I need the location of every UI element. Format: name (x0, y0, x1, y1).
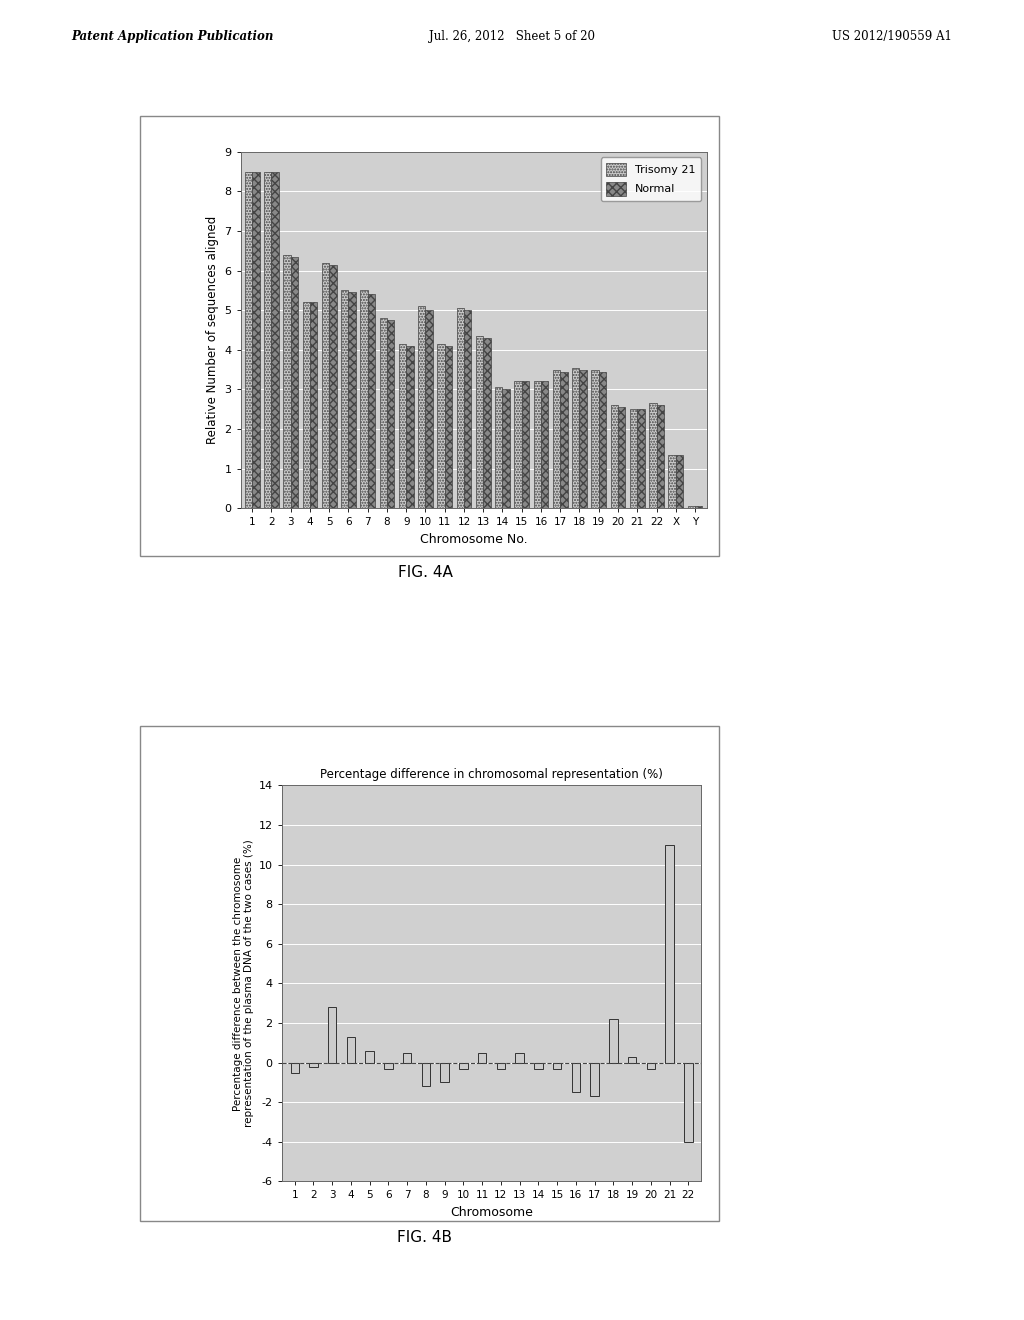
Bar (360, 290, 368, 508)
Bar (309, 1063, 317, 1067)
Bar (245, 172, 252, 508)
Bar (347, 1038, 355, 1063)
Bar (503, 389, 510, 508)
Bar (384, 1063, 392, 1069)
Bar (514, 381, 522, 508)
Text: FIG. 4A: FIG. 4A (397, 565, 453, 579)
Bar (291, 1063, 299, 1072)
Bar (387, 321, 394, 508)
Legend: Trisomy 21, Normal: Trisomy 21, Normal (600, 157, 701, 201)
Bar (252, 172, 259, 508)
Bar (444, 346, 452, 508)
Bar (649, 404, 656, 508)
Bar (618, 407, 626, 508)
Text: Patent Application Publication: Patent Application Publication (72, 30, 274, 44)
Bar (572, 367, 580, 508)
Bar (497, 1063, 505, 1069)
Bar (688, 507, 695, 508)
Bar (515, 1053, 524, 1063)
Bar (666, 845, 674, 1063)
Bar (591, 1063, 599, 1096)
Bar (599, 372, 606, 508)
Bar (483, 338, 490, 508)
Text: Jul. 26, 2012   Sheet 5 of 20: Jul. 26, 2012 Sheet 5 of 20 (429, 30, 595, 44)
Bar (571, 1063, 580, 1093)
Bar (422, 1063, 430, 1086)
Bar (440, 1063, 449, 1082)
Bar (322, 263, 329, 508)
Bar (656, 405, 664, 508)
Bar (476, 337, 483, 508)
Bar (553, 1063, 561, 1069)
Bar (328, 1007, 337, 1063)
Text: US 2012/190559 A1: US 2012/190559 A1 (833, 30, 952, 44)
Bar (534, 381, 541, 508)
Bar (403, 1053, 412, 1063)
Bar (459, 1063, 468, 1069)
Bar (329, 264, 337, 508)
Bar (630, 409, 637, 508)
Bar (418, 306, 425, 508)
Bar (684, 1063, 692, 1142)
Bar (610, 405, 618, 508)
Bar (341, 290, 348, 508)
Bar (592, 370, 599, 508)
Bar (522, 381, 529, 508)
Bar (464, 310, 471, 508)
Bar (478, 1053, 486, 1063)
Bar (310, 302, 317, 508)
Bar (637, 409, 644, 508)
Bar (457, 309, 464, 508)
Bar (264, 172, 271, 508)
Bar (541, 381, 548, 508)
Bar (695, 507, 702, 508)
Title: Percentage difference in chromosomal representation (%): Percentage difference in chromosomal rep… (321, 768, 663, 781)
Bar (628, 1056, 636, 1063)
Bar (407, 346, 414, 508)
Y-axis label: Percentage difference between the chromosome
representation of the plasma DNA of: Percentage difference between the chromo… (232, 840, 254, 1127)
Bar (646, 1063, 655, 1069)
Bar (676, 454, 683, 508)
Bar (425, 310, 433, 508)
Bar (553, 370, 560, 508)
Bar (291, 256, 298, 508)
Bar (496, 388, 503, 508)
Bar (609, 1019, 617, 1063)
Bar (535, 1063, 543, 1069)
Bar (271, 172, 279, 508)
Bar (368, 294, 375, 508)
Bar (437, 345, 444, 508)
Bar (284, 255, 291, 508)
Text: FIG. 4B: FIG. 4B (397, 1230, 453, 1245)
Bar (303, 302, 310, 508)
X-axis label: Chromosome No.: Chromosome No. (420, 533, 527, 545)
Y-axis label: Relative Number of sequences aligned: Relative Number of sequences aligned (206, 216, 219, 444)
Bar (580, 370, 587, 508)
Bar (366, 1051, 374, 1063)
Bar (380, 318, 387, 508)
Bar (348, 293, 355, 508)
Bar (669, 454, 676, 508)
X-axis label: Chromosome: Chromosome (451, 1206, 532, 1218)
Bar (399, 345, 407, 508)
Bar (560, 372, 567, 508)
